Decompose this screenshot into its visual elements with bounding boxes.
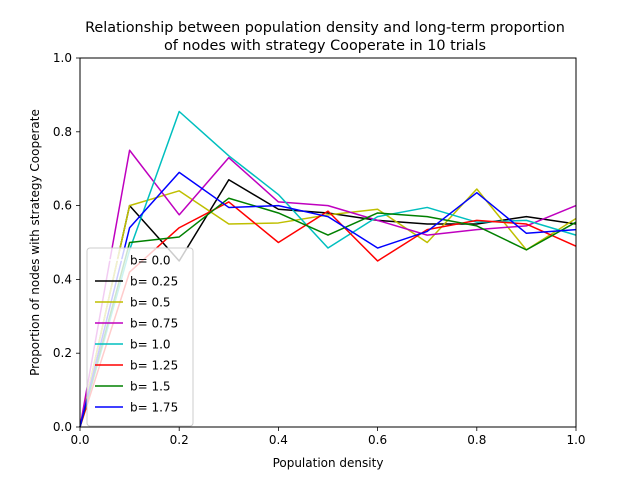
x-axis-label: Population density (273, 456, 384, 470)
y-tick-label: 1.0 (53, 51, 72, 65)
x-tick-label: 0.6 (368, 433, 387, 447)
series-layer (79, 110, 577, 428)
series-line-3 (79, 149, 577, 428)
legend-label-4: b= 1.0 (130, 338, 171, 352)
legend-label-5: b= 1.25 (130, 359, 178, 373)
plot-frame (79, 57, 577, 428)
axes-layer: 0.0 0.2 0.4 0.6 0.8 1.0 0.0 0.2 0.4 0.6 0.8 1.0 (53, 51, 586, 447)
legend-label-1: b= 0.25 (130, 275, 178, 289)
legend-label-3: b= 0.75 (130, 317, 178, 331)
legend: b= 0.0 b= 0.25 b= 0.5 b= 0.75 b= 1.0 b= 1.25 b… (86, 247, 194, 427)
series-line-7 (79, 171, 577, 428)
legend-label-6: b= 1.5 (130, 380, 171, 394)
y-tick-label: 0.8 (53, 125, 72, 139)
series-line-5 (79, 201, 577, 428)
chart-title-line2: of nodes with strategy Cooperate in 10 t… (164, 38, 486, 54)
series-line-2 (79, 188, 577, 428)
series-line-6 (79, 197, 577, 428)
x-tick-label: 0.0 (70, 433, 89, 447)
x-tick-label: 0.4 (269, 433, 288, 447)
y-tick-label: 0.4 (53, 272, 72, 286)
x-tick-label: 0.8 (467, 433, 486, 447)
legend-label-2: b= 0.5 (130, 296, 171, 310)
legend-box (86, 247, 194, 427)
x-tick-label: 1.0 (566, 433, 585, 447)
y-axis-label: Proportion of nodes with strategy Cooper… (28, 109, 42, 376)
x-tick-label: 0.2 (170, 433, 189, 447)
y-tick-label: 0.2 (53, 346, 72, 360)
chart-title-line1: Relationship between population density … (85, 20, 565, 36)
legend-label-0: b= 0.0 (130, 254, 171, 268)
y-tick-label: 0.0 (53, 420, 72, 434)
y-tick-label: 0.6 (53, 199, 72, 213)
legend-label-7: b= 1.75 (130, 401, 178, 415)
